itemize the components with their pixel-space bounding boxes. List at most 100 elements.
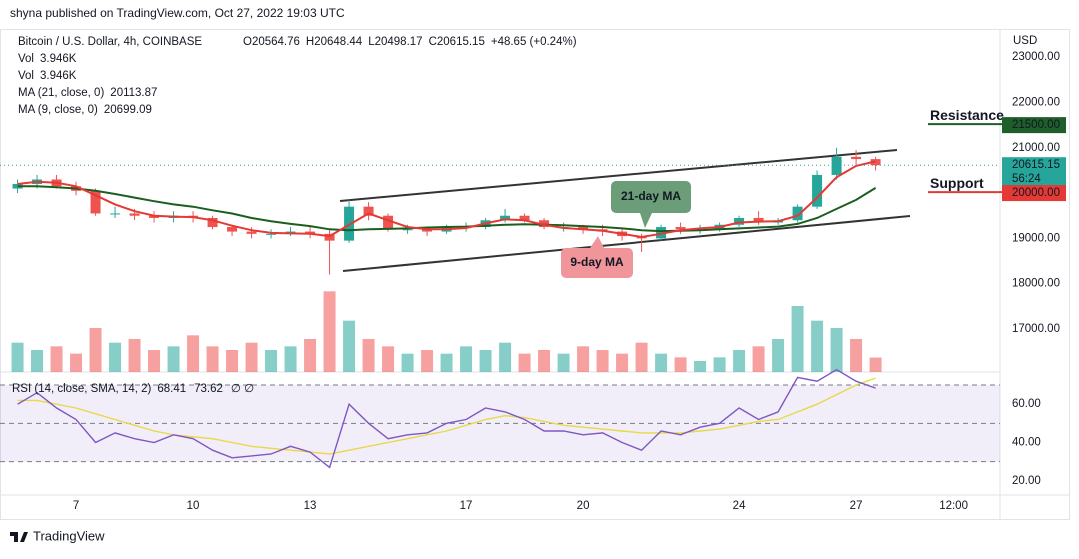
y-tick-label: 18000.00: [1012, 278, 1060, 290]
legend-label: MA (21, close, 0): [18, 87, 104, 99]
x-tick-label: 7: [73, 500, 79, 512]
y-tick-label: 21000.00: [1012, 142, 1060, 154]
level-text: Resistance: [930, 107, 1004, 123]
ohlc-value: C20615.15: [429, 36, 485, 48]
candle-body: [500, 215, 511, 221]
volume-bar: [362, 339, 375, 372]
candle-body: [344, 206, 355, 241]
volume-bar: [869, 357, 882, 372]
volume-bar: [460, 346, 473, 372]
callout-box: [611, 181, 691, 213]
legend-value: 20113.87: [110, 87, 157, 99]
ohlc-value: O20564.76: [243, 36, 300, 48]
rsi-legend-value: ∅ ∅: [231, 383, 254, 395]
candle-body: [227, 227, 238, 232]
change: +48.65 (+0.24%): [491, 36, 577, 48]
footer: TradingView: [33, 528, 105, 543]
volume-bar: [148, 350, 161, 372]
candle-body: [578, 227, 589, 230]
candle-body: [90, 190, 101, 214]
volume-bar: [694, 361, 707, 372]
logo: [10, 532, 28, 542]
y-tick-label: 23000.00: [1012, 51, 1060, 63]
ohlc-value: L20498.17: [368, 36, 422, 48]
countdown: 56:24: [1012, 173, 1041, 185]
candle-body: [831, 156, 842, 175]
candle-body: [792, 206, 803, 221]
y-tick-label: 40.00: [1012, 437, 1041, 449]
callout-tip: [590, 236, 604, 248]
candle-body: [812, 174, 823, 207]
candle-body: [12, 184, 23, 189]
volume-bar: [850, 339, 863, 372]
legend-label: MA (9, close, 0): [18, 104, 98, 116]
volume-bar: [128, 339, 141, 372]
rsi-legend-value: 73.62: [194, 383, 223, 395]
candle-body: [149, 215, 160, 218]
volume-bar: [343, 320, 356, 372]
volume-bar: [830, 328, 843, 372]
volume-bar: [245, 342, 258, 372]
volume-bar: [635, 342, 648, 372]
level-price: 21500.00: [1012, 119, 1060, 131]
currency: USD: [1013, 35, 1037, 47]
last-price-tag: [1002, 157, 1066, 188]
candle-body: [539, 220, 550, 228]
level-tag: [1002, 185, 1066, 202]
volume-bar: [70, 353, 83, 372]
volume-bar: [791, 306, 804, 372]
candle-body: [402, 229, 413, 231]
candle-body: [753, 217, 764, 223]
ohlc-value: H20648.44: [306, 36, 363, 48]
x-tick-label: 27: [850, 500, 863, 512]
level-price: 20000.00: [1012, 187, 1060, 199]
y-tick-label: 22000.00: [1012, 97, 1060, 109]
volume-bar: [557, 353, 570, 372]
candle-body: [207, 217, 218, 228]
candle-body: [656, 227, 667, 239]
legend-label: Vol: [18, 70, 34, 82]
volume-bar: [772, 339, 785, 372]
callout-text: 9-day MA: [570, 255, 624, 269]
rsi-line: [17, 368, 876, 469]
volume-bar: [50, 346, 63, 372]
volume-bar: [89, 328, 102, 372]
candle-body: [305, 231, 316, 234]
candle-body: [363, 206, 374, 216]
volume-bar: [479, 350, 492, 372]
candle-body: [675, 227, 686, 230]
volume-bar: [167, 346, 180, 372]
legend-value: 20699.09: [104, 104, 152, 116]
published: shyna published on TradingView.com, Oct …: [10, 6, 345, 20]
candle-body: [422, 229, 433, 232]
volume-bar: [304, 339, 317, 372]
x-tick-label: 17: [460, 500, 473, 512]
volume-bar: [109, 342, 122, 372]
rsi-legend-label: RSI (14, close, SMA, 14, 2): [12, 383, 152, 395]
x-tick-label: 12:00: [939, 500, 968, 512]
x-tick-label: 20: [577, 500, 590, 512]
candle-body: [110, 213, 121, 215]
moving-average: [17, 160, 876, 239]
callout-tip: [640, 213, 652, 228]
volume-bar: [421, 350, 434, 372]
volume-bar: [752, 346, 765, 372]
candle-body: [734, 217, 745, 225]
frame: [0, 29, 1070, 520]
volume-bar: [577, 346, 590, 372]
volume-bar: [811, 320, 824, 372]
volume-bar: [187, 335, 200, 372]
symbol: Bitcoin / U.S. Dollar, 4h, COINBASE: [18, 36, 202, 48]
candle-body: [266, 233, 277, 235]
volume-bar: [401, 353, 414, 372]
moving-average: [17, 185, 877, 233]
volume-bar: [265, 350, 278, 372]
candle-body: [383, 215, 394, 230]
legend-value: 3.946K: [40, 70, 77, 82]
legend-value: 3.946K: [40, 53, 77, 65]
y-tick-label: 60.00: [1012, 398, 1041, 410]
y-tick-label: 20.00: [1012, 475, 1041, 487]
legend-label: Vol: [18, 53, 34, 65]
